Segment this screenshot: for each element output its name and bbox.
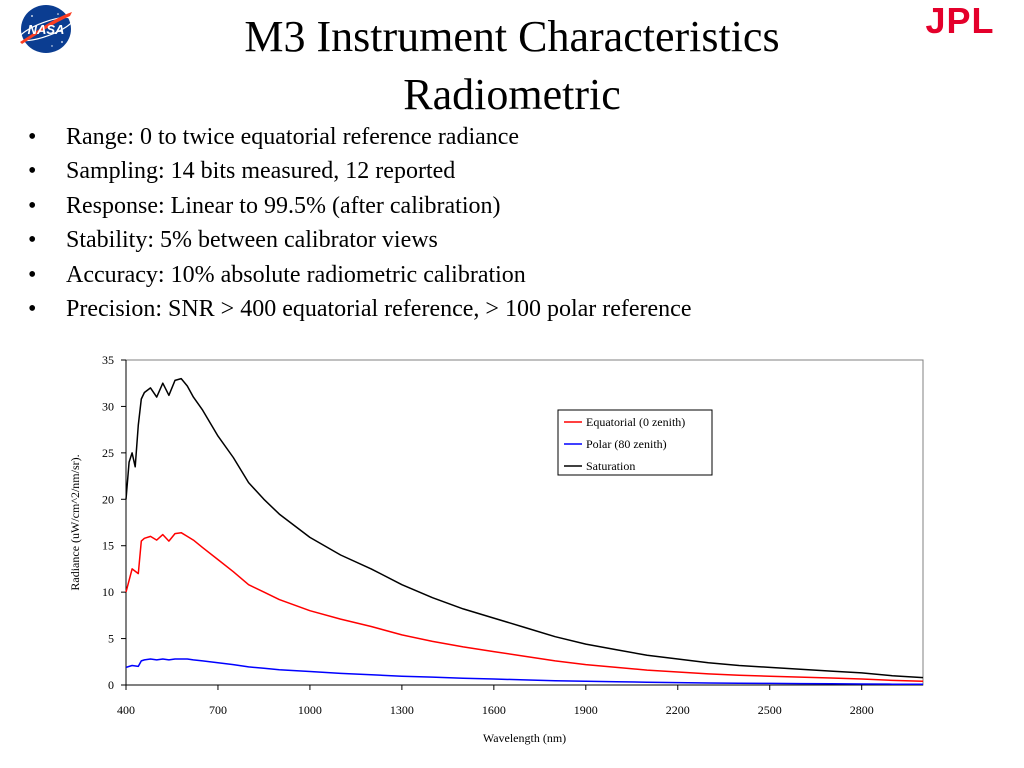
x-tick-label: 2800 xyxy=(850,703,874,717)
y-tick-label: 0 xyxy=(108,678,114,692)
bullet-item: • Accuracy: 10% absolute radiometric cali… xyxy=(28,258,692,292)
jpl-logo: JPL xyxy=(904,0,1016,41)
bullet-text: Response: Linear to 99.5% (after calibra… xyxy=(66,192,501,219)
bullet-item: • Stability: 5% between calibrator views xyxy=(28,223,692,257)
bullet-item: • Precision: SNR > 400 equatorial referen… xyxy=(28,292,692,326)
slide-subtitle: Radiometric xyxy=(403,70,621,119)
slide-title: M3 Instrument Characteristics xyxy=(244,12,780,61)
y-tick-label: 20 xyxy=(102,492,114,506)
x-axis-label: Wavelength (nm) xyxy=(483,731,566,745)
nasa-logo-text: NASA xyxy=(28,22,65,37)
x-tick-label: 2200 xyxy=(666,703,690,717)
x-tick-label: 1600 xyxy=(482,703,506,717)
plot-area xyxy=(125,359,924,686)
legend-label: Saturation xyxy=(586,459,635,473)
x-tick-label: 700 xyxy=(209,703,227,717)
legend-label: Polar (80 zenith) xyxy=(586,437,667,451)
series-line-saturation xyxy=(125,377,924,679)
radiance-chart: 0 5 10 15 20 25 30 35 400 700 1000 1300 1600 1900 2200… xyxy=(68,353,924,745)
series-line-polar xyxy=(125,658,924,686)
bullet-text: Sampling: 14 bits measured, 12 reported xyxy=(66,158,456,185)
nasa-logo: NASA xyxy=(14,2,78,56)
y-tick-label: 15 xyxy=(102,539,114,553)
bullet-marker: • xyxy=(28,261,37,288)
bullet-marker: • xyxy=(28,124,37,150)
x-tick-label: 1300 xyxy=(390,703,414,717)
bullet-item: • Response: Linear to 99.5% (after calibr… xyxy=(28,189,692,223)
bullet-text: Stability: 5% between calibrator views xyxy=(66,227,438,254)
bullet-marker: • xyxy=(28,192,37,219)
bullet-text: Accuracy: 10% absolute radiometric calib… xyxy=(66,261,526,288)
series-line-equatorial xyxy=(125,531,924,683)
bullet-marker: • xyxy=(28,227,37,254)
bullet-marker: • xyxy=(28,296,37,323)
y-tick-label: 5 xyxy=(108,632,114,646)
y-tick-label: 25 xyxy=(102,446,114,460)
bullet-text: Range: 0 to twice equatorial reference r… xyxy=(66,124,520,150)
y-axis-label: Radiance (uW/cm^2/nm/sr). xyxy=(68,454,82,590)
y-tick-label: 30 xyxy=(102,399,114,413)
x-tick-label: 1000 xyxy=(298,703,322,717)
bullet-marker: • xyxy=(28,158,37,185)
x-tick-label: 1900 xyxy=(574,703,598,717)
y-tick-label: 35 xyxy=(102,353,114,367)
bullet-item: • Range: 0 to twice equatorial reference … xyxy=(28,120,692,154)
legend: Equatorial (0 zenith) Polar (80 zenith) Sa… xyxy=(557,409,713,476)
legend-label: Equatorial (0 zenith) xyxy=(586,415,685,429)
bullet-item: • Sampling: 14 bits measured, 12 reported xyxy=(28,154,692,188)
bullet-list: • Range: 0 to twice equatorial reference … xyxy=(28,120,692,326)
y-tick-label: 10 xyxy=(102,585,114,599)
legend-box xyxy=(557,409,713,476)
bullet-text: Precision: SNR > 400 equatorial referenc… xyxy=(66,296,692,323)
jpl-logo-text: JPL xyxy=(925,4,994,38)
x-tick-label: 400 xyxy=(117,703,135,717)
x-tick-label: 2500 xyxy=(758,703,782,717)
